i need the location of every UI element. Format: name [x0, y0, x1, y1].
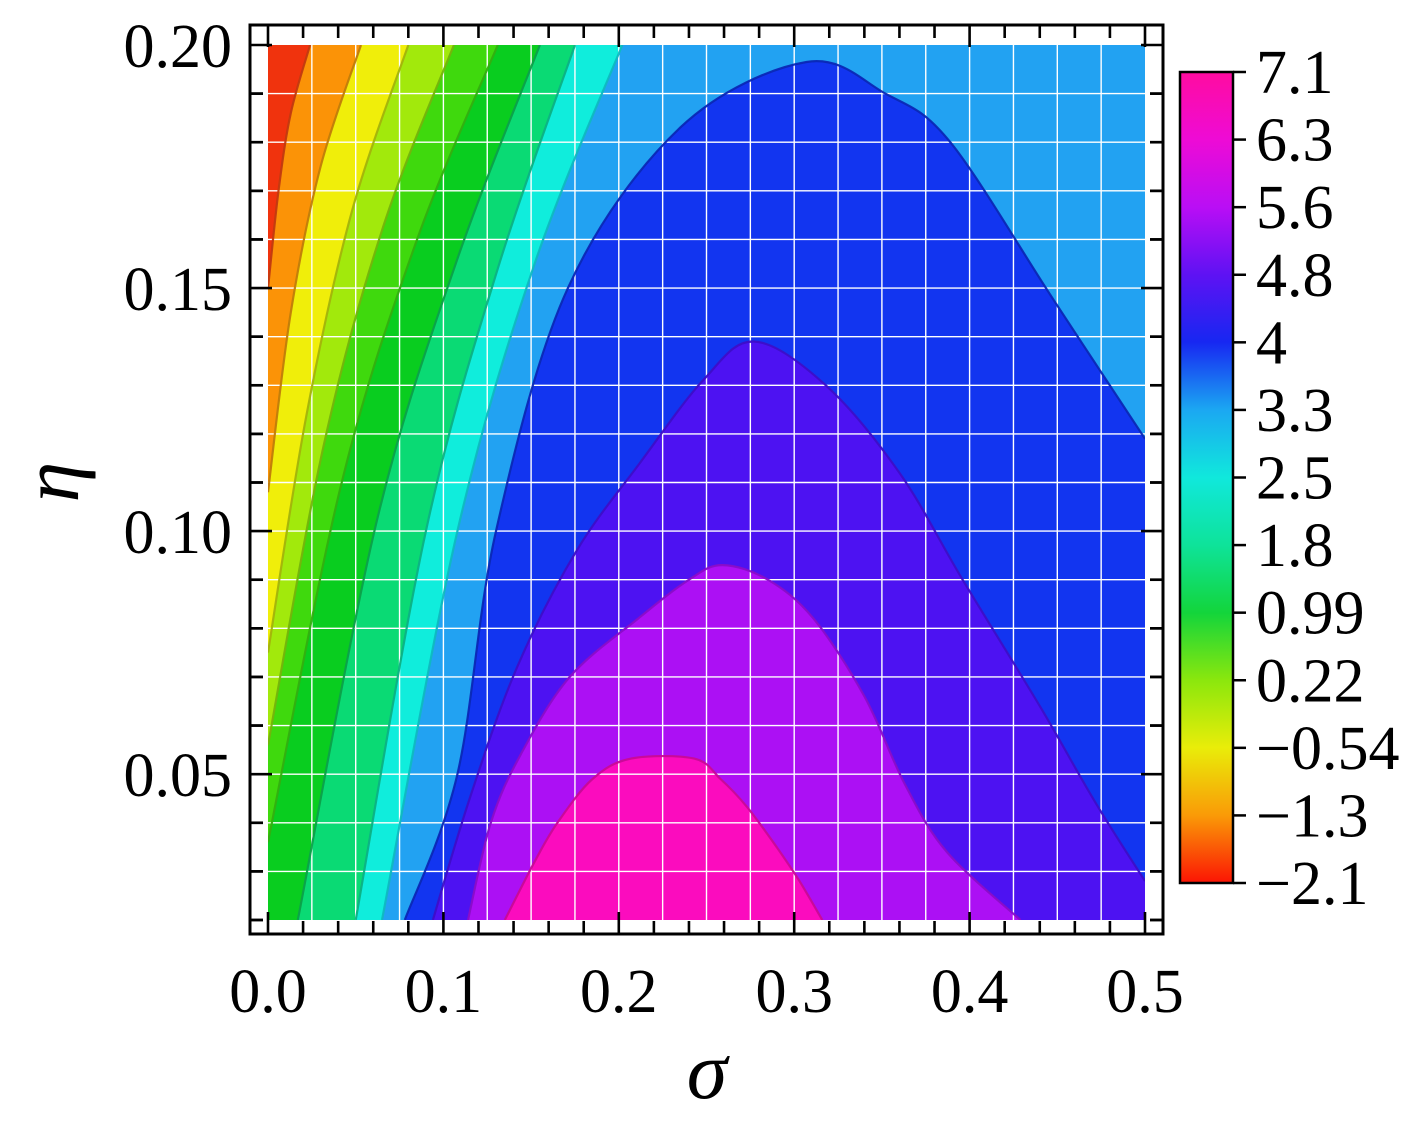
axis-ticks	[250, 25, 1163, 934]
colorbar-tick-label: 6.3	[1256, 107, 1334, 175]
colorbar-tick-label: 1.8	[1256, 512, 1334, 580]
y-axis-label: η	[5, 462, 96, 503]
x-tick-label: 0.1	[405, 958, 483, 1026]
y-tick-label: 0.05	[124, 742, 233, 810]
colorbar-tick-label: 0.22	[1256, 647, 1365, 715]
band-pink	[504, 756, 823, 920]
contour-line-violet	[466, 563, 1022, 920]
contour-lines	[268, 45, 1145, 920]
x-tick-label: 0.4	[931, 958, 1009, 1026]
contour-line-indigo	[431, 340, 1145, 920]
band-red	[268, 45, 311, 289]
contour-line-yellow	[268, 45, 410, 653]
contour-line-green	[296, 45, 541, 920]
contour-line-cyan	[380, 45, 624, 920]
x-tick-label: 0.3	[755, 958, 833, 1026]
contour-line-chartreuse	[268, 45, 455, 746]
y-tick-label: 0.20	[124, 13, 233, 81]
contour-line-spring	[354, 45, 577, 920]
x-tick-label: 0.5	[1106, 958, 1184, 1026]
y-tick-label: 0.10	[124, 499, 233, 567]
colorbar-ticks	[1233, 70, 1246, 885]
colorbar-tick-label: 7.1	[1256, 39, 1334, 107]
colorbar-tick-label: 5.6	[1256, 174, 1334, 242]
colorbar-tick-label: 3.3	[1256, 377, 1334, 445]
contour-line-lime	[268, 45, 499, 843]
gridlines	[268, 45, 1145, 920]
x-tick-label: 0.0	[229, 958, 307, 1026]
colorbar	[1178, 70, 1235, 885]
colorbar-tick-label: −0.54	[1256, 715, 1399, 783]
colorbar-tick-label: 4	[1256, 309, 1287, 377]
contour-line-orange	[268, 45, 363, 493]
contour-line-red	[268, 45, 312, 289]
colorbar-tick-label: 0.99	[1256, 580, 1365, 648]
colorbar-tick-label: −2.1	[1256, 850, 1368, 918]
x-axis-label: σ	[687, 1025, 731, 1116]
x-tick-label: 0.2	[580, 958, 658, 1026]
contour-line-pink	[503, 754, 824, 920]
colorbar-tick-label: 4.8	[1256, 242, 1334, 310]
y-tick-label: 0.15	[124, 256, 233, 324]
axis-tick-labels: 0.0 0.1 0.2 0.3 0.4 0.5 0.05 0.10 0.15 0.20	[124, 13, 1184, 1026]
colorbar-tick-label: −1.3	[1256, 782, 1368, 850]
plot-frame	[248, 23, 1165, 936]
colorbar-tick-label: 2.5	[1256, 445, 1334, 513]
contour-line-royal-blue	[403, 60, 1145, 920]
band-orange	[268, 45, 361, 493]
colorbar-labels: 7.16.35.64.843.32.51.80.990.22−0.54−1.3−…	[1256, 39, 1399, 918]
